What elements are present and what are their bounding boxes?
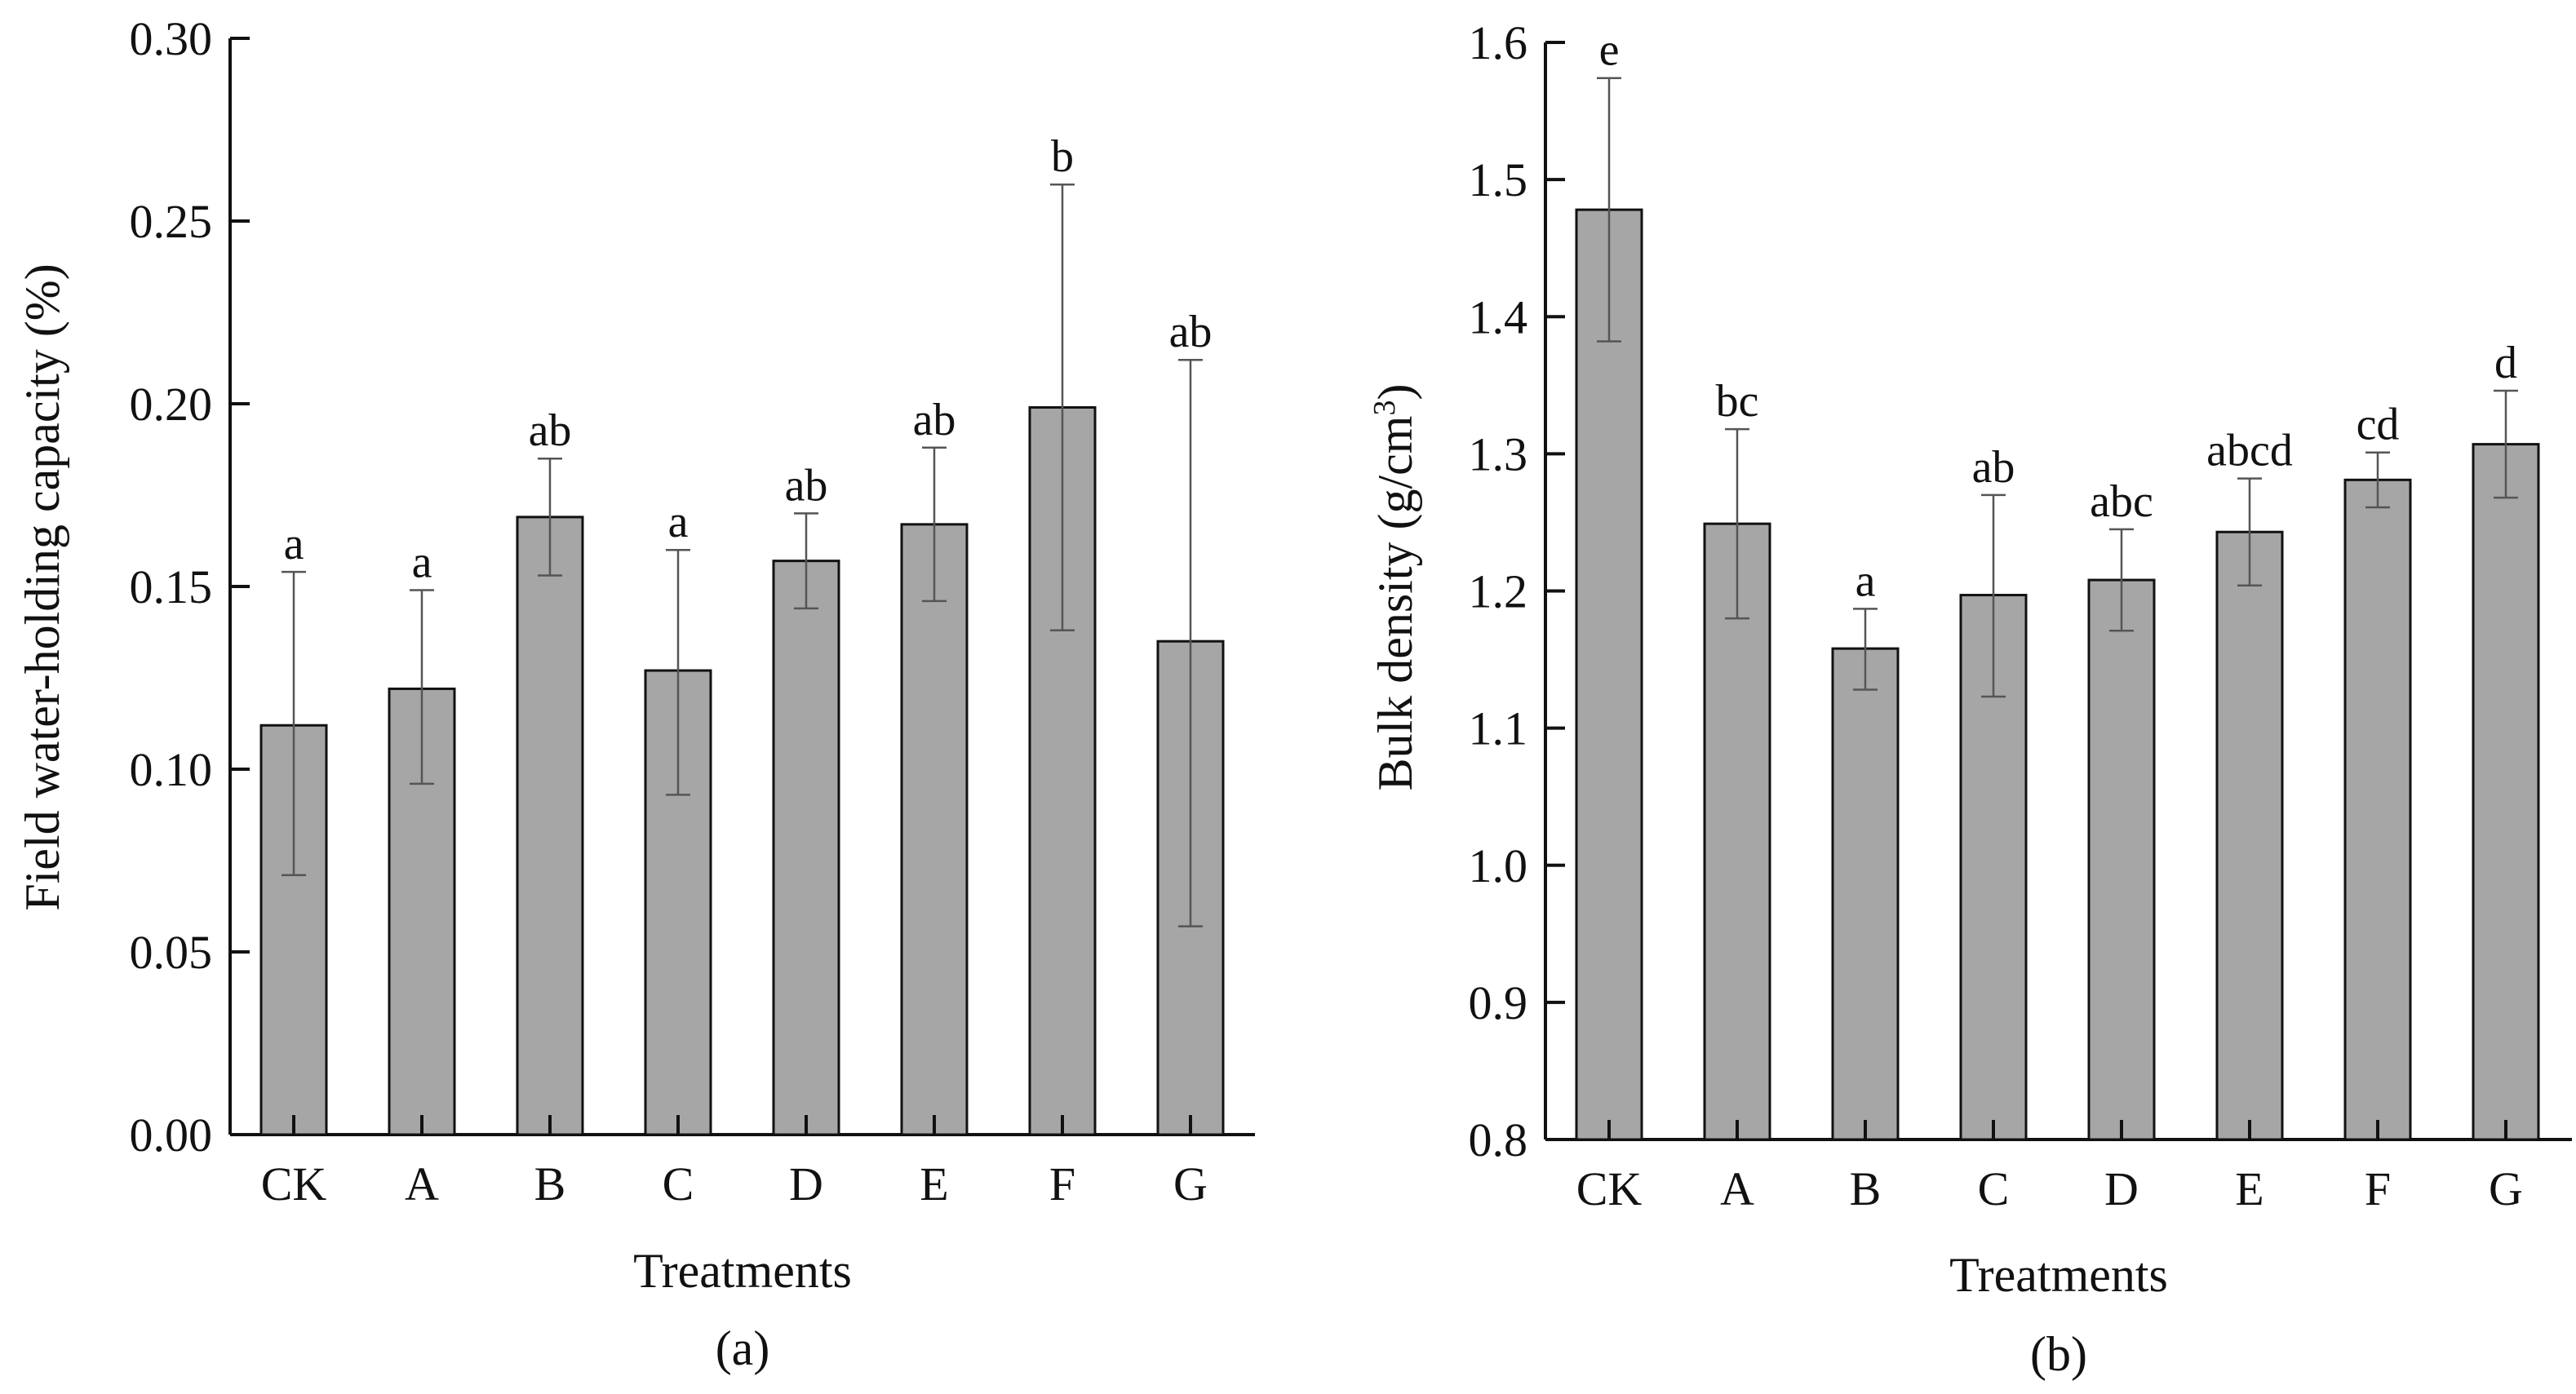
x-tick-label: C: [663, 1157, 694, 1210]
x-tick-label: F: [2365, 1162, 2391, 1215]
significance-label: a: [1856, 555, 1876, 606]
error-bar-d: [2109, 528, 2134, 632]
x-tick-label: D: [2104, 1162, 2139, 1215]
significance-label: a: [412, 537, 432, 587]
y-axis-title-text: Bulk density (g/cm: [1368, 416, 1422, 791]
error-bar-b: [1853, 608, 1878, 691]
error-bar-e: [922, 446, 947, 603]
significance-label: ab: [1169, 307, 1213, 357]
x-axis-title: Treatments: [633, 1244, 852, 1298]
error-bar-f: [1050, 183, 1075, 632]
significance-label: ab: [913, 395, 956, 445]
error-bar-a: [410, 589, 434, 786]
error-bar-a: [1725, 427, 1749, 620]
error-bar-b: [538, 457, 562, 577]
y-axis-title-text: Field water-holding capacity (%): [16, 263, 69, 911]
x-axis-title: Treatments: [1949, 1248, 2168, 1302]
significance-label: bc: [1716, 376, 1759, 427]
y-tick-label: 0.05: [130, 926, 213, 979]
bar-ck: [1575, 208, 1643, 1141]
x-tick-label: CK: [261, 1157, 327, 1210]
y-tick-label: 0.20: [130, 378, 213, 431]
bar-g: [2472, 443, 2540, 1141]
significance-label: e: [1599, 25, 1620, 76]
bar-d: [772, 560, 840, 1136]
x-tick-label: D: [789, 1157, 823, 1210]
panel-label: (b): [2030, 1327, 2087, 1381]
x-tick-label: F: [1049, 1157, 1075, 1210]
y-tick-label: 1.0: [1469, 839, 1528, 892]
significance-label: abcd: [2206, 426, 2293, 476]
significance-label: ab: [1972, 442, 2015, 493]
y-tick-label: 0.9: [1469, 976, 1528, 1029]
error-bar-f: [2365, 451, 2390, 509]
y-axis-title-superscript: 3: [1368, 400, 1402, 416]
significance-label: a: [284, 519, 304, 569]
y-tick-label: 1.1: [1469, 702, 1528, 755]
x-tick-label: E: [2235, 1162, 2263, 1215]
y-tick-label: 1.6: [1469, 16, 1528, 69]
panel-label: (a): [716, 1321, 770, 1375]
significance-label: ab: [529, 405, 572, 456]
x-tick-label: CK: [1576, 1162, 1643, 1215]
error-bar-ck: [282, 570, 306, 877]
error-bar-d: [794, 512, 818, 610]
x-tick-label: A: [1720, 1162, 1754, 1215]
x-tick-label: G: [2489, 1162, 2523, 1215]
bar-b: [1831, 647, 1900, 1141]
y-tick-label: 0.25: [130, 195, 213, 248]
y-tick-label: 0.00: [130, 1109, 213, 1162]
significance-label: ab: [785, 460, 828, 511]
significance-label: a: [668, 497, 689, 547]
bar-a: [1703, 522, 1771, 1141]
significance-label: d: [2494, 338, 2517, 388]
y-axis-title: Bulk density (g/cm3): [1368, 384, 1422, 791]
panel-a: 0.00 0.05 0.10 0.15 0.20 0.25 0.30 a CK a Aab Ba Cab…: [16, 12, 1255, 1375]
y-tick-label: 1.3: [1469, 427, 1528, 480]
error-bar-g: [2494, 389, 2518, 499]
x-tick-label: A: [405, 1157, 439, 1210]
significance-label: b: [1051, 131, 1074, 182]
x-tick-label: B: [534, 1157, 566, 1210]
error-bar-e: [2237, 477, 2262, 587]
y-tick-label: 0.30: [130, 12, 213, 65]
bar-d: [2087, 578, 2156, 1141]
x-tick-label: E: [920, 1157, 948, 1210]
bar-e: [2215, 530, 2284, 1141]
y-tick-label: 1.2: [1469, 565, 1528, 618]
y-axis-title: Field water-holding capacity (%): [16, 263, 69, 911]
bar-b: [516, 516, 584, 1136]
x-tick-label: C: [1978, 1162, 2010, 1215]
y-tick-label: 0.8: [1469, 1113, 1528, 1166]
error-bar-c: [1981, 493, 2006, 698]
y-tick-label: 0.15: [130, 560, 213, 613]
error-bar-g: [1178, 358, 1203, 927]
y-axis-title-suffix: ): [1368, 384, 1422, 400]
error-bar-c: [666, 548, 690, 796]
panel-b: 0.8 0.9 1.0 1.1 1.2 1.3 1.4 1.5 1.6 e CK bc Aa Bab Cab…: [1368, 16, 2572, 1381]
bar-e: [900, 523, 969, 1136]
y-tick-label: 0.10: [130, 743, 213, 796]
y-tick-label: 1.5: [1469, 153, 1528, 206]
significance-label: abc: [2090, 476, 2153, 527]
x-tick-label: G: [1173, 1157, 1208, 1210]
significance-label: cd: [2357, 400, 2400, 450]
y-tick-label: 1.4: [1469, 290, 1528, 343]
bar-f: [2343, 478, 2412, 1141]
error-bar-ck: [1597, 77, 1621, 343]
x-tick-label: B: [1850, 1162, 1882, 1215]
